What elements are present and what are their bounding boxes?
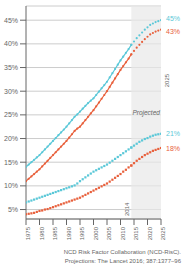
- svg-text:2025: 2025: [160, 226, 166, 240]
- svg-text:25%: 25%: [8, 111, 18, 118]
- svg-text:20%: 20%: [8, 135, 18, 142]
- svg-text:1985: 1985: [52, 226, 58, 240]
- svg-text:18%: 18%: [166, 145, 179, 152]
- svg-text:1990: 1990: [66, 226, 72, 240]
- svg-text:30%: 30%: [8, 88, 18, 95]
- svg-text:2000: 2000: [93, 226, 99, 240]
- svg-text:10%: 10%: [8, 182, 18, 189]
- svg-text:2010: 2010: [120, 226, 126, 240]
- svg-text:2005: 2005: [106, 226, 112, 240]
- svg-text:2020: 2020: [147, 226, 153, 240]
- svg-text:45%: 45%: [8, 17, 18, 24]
- svg-text:1980: 1980: [39, 226, 45, 240]
- svg-text:2015: 2015: [133, 226, 139, 240]
- svg-text:45%: 45%: [166, 15, 179, 22]
- svg-text:21%: 21%: [166, 130, 179, 137]
- svg-text:2025: 2025: [164, 73, 170, 87]
- svg-text:15%: 15%: [8, 159, 18, 166]
- svg-text:40%: 40%: [8, 40, 18, 47]
- svg-text:2014: 2014: [124, 202, 130, 216]
- svg-text:5%: 5%: [8, 206, 18, 213]
- html-text:NCD Risk Factor Collaboration: NCD Risk Factor Collaboration (NCD-RisC)…: [63, 249, 181, 264]
- svg-text:35%: 35%: [8, 64, 18, 71]
- svg-text:1995: 1995: [79, 226, 85, 240]
- svg-text:Projected: Projected: [132, 109, 160, 117]
- svg-text:1975: 1975: [25, 226, 31, 240]
- svg-text:43%: 43%: [166, 28, 179, 35]
